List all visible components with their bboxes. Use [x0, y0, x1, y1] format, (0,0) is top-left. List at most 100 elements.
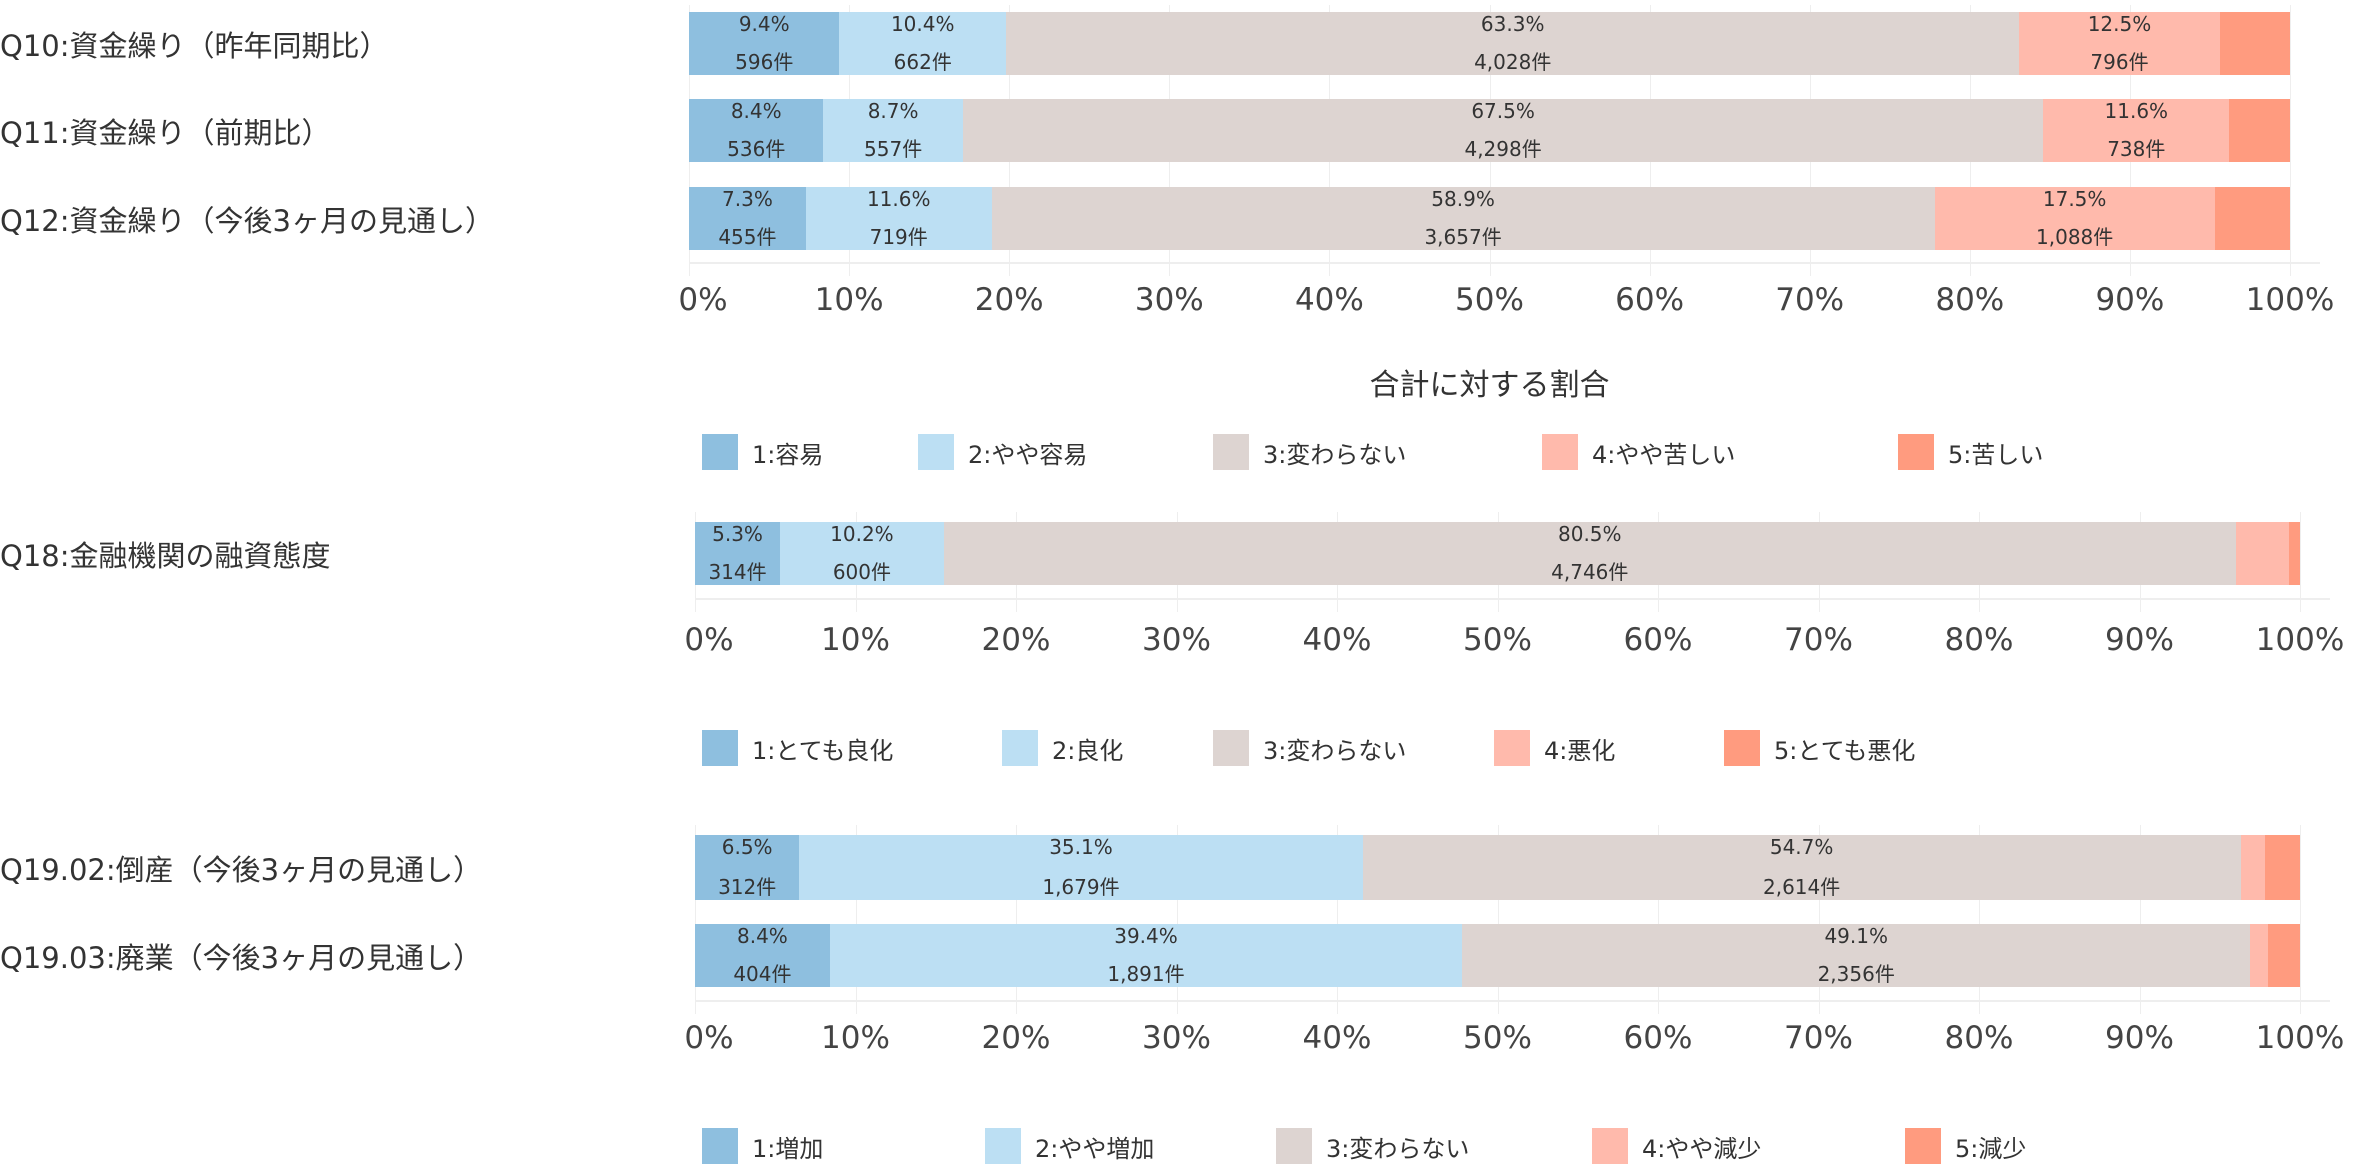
x-tick-label: 0%	[684, 622, 734, 658]
gridline	[1497, 825, 1499, 1014]
bar-count-label: 600件	[832, 560, 891, 584]
bar-segment: 49.1% 2,356件	[1462, 924, 2251, 987]
x-tick-label: 50%	[1463, 622, 1532, 658]
x-tick-label: 80%	[1944, 1020, 2014, 1056]
legend-swatch	[702, 1128, 738, 1164]
x-tick-label: 10%	[821, 1020, 890, 1056]
legend-label: 5:とても悪化	[1774, 736, 1916, 765]
bar-percent-label: 8.7%	[867, 99, 919, 123]
legend-label: 4:やや苦しい	[1592, 440, 1736, 469]
bar-segment	[2235, 522, 2289, 585]
bar-segment: 10.2% 600件	[780, 522, 944, 585]
x-axis-line	[689, 262, 2320, 264]
bar-count-label: 719件	[869, 225, 928, 249]
bar-percent-label: 11.6%	[866, 187, 931, 211]
bar-percent-label: 17.5%	[2042, 187, 2107, 211]
bar-count-label: 1,088件	[2036, 225, 2114, 249]
bar-percent-label: 8.4%	[737, 924, 788, 948]
bar-segment	[2288, 522, 2300, 585]
bar-segment: 54.7% 2,614件	[1362, 835, 2241, 900]
legend-swatch	[1494, 730, 1530, 766]
legend-label: 5:減少	[1955, 1134, 2027, 1163]
legend-item: 1:とても良化	[702, 730, 893, 766]
legend-item: 2:良化	[1002, 730, 1123, 766]
legend-item: 5:苦しい	[1898, 434, 2043, 470]
bar-count-label: 4,028件	[1474, 50, 1552, 74]
x-tick-label: 90%	[2105, 622, 2174, 658]
x-tick-label: 70%	[1784, 1020, 1853, 1056]
gridline	[2300, 825, 2301, 1014]
legend-item: 5:減少	[1905, 1128, 2026, 1164]
bar-count-label: 536件	[727, 137, 786, 161]
legend-item: 5:とても悪化	[1724, 730, 1915, 766]
x-axis-title: 合計に対する割合	[1369, 368, 1610, 403]
bar-percent-label: 6.5%	[721, 835, 773, 859]
legend-item: 3:変わらない	[1213, 434, 1406, 470]
legend-swatch	[985, 1128, 1021, 1164]
legend-swatch	[1724, 730, 1760, 766]
bar-segment	[2267, 924, 2300, 987]
bar-percent-label: 12.5%	[2087, 12, 2152, 36]
bar-percent-label: 10.4%	[890, 12, 955, 36]
gridline	[2300, 512, 2301, 612]
bar-percent-label: 8.4%	[730, 99, 782, 123]
bar-segment: 58.9% 3,657件	[991, 187, 1935, 250]
legend-item: 1:容易	[702, 434, 823, 470]
bar-count-label: 1,891件	[1107, 962, 1185, 986]
gridline	[2290, 5, 2291, 276]
bar-segment	[2250, 924, 2268, 987]
legend-label: 2:やや増加	[1035, 1134, 1155, 1163]
x-tick-label: 90%	[2095, 282, 2165, 318]
x-tick-label: 80%	[1944, 622, 2014, 658]
row-label: Q11:資金繰り（前期比）	[0, 115, 331, 150]
x-tick-label: 50%	[1463, 1020, 1532, 1056]
gridline	[1016, 825, 1017, 1014]
bar-count-label: 662件	[893, 50, 952, 74]
x-tick-label: 20%	[974, 282, 1044, 318]
bar-count-label: 312件	[718, 875, 777, 899]
bar-count-label: 596件	[735, 50, 794, 74]
legend-item: 2:やや容易	[918, 434, 1087, 470]
legend-item: 2:やや増加	[985, 1128, 1154, 1164]
row-label: Q19.03:廃業（今後3ヶ月の見通し）	[0, 940, 483, 975]
legend-item: 3:変わらない	[1213, 730, 1406, 766]
bar-percent-label: 39.4%	[1114, 924, 1178, 948]
bar-percent-label: 80.5%	[1558, 522, 1622, 546]
bar-segment: 8.7% 557件	[823, 99, 963, 162]
bar-segment: 10.4% 662件	[839, 12, 1006, 75]
bar-percent-label: 11.6%	[2104, 99, 2169, 123]
x-tick-label: 60%	[1615, 282, 1685, 318]
bar-segment	[2264, 835, 2300, 900]
x-tick-label: 40%	[1302, 622, 1372, 658]
gridline	[1979, 825, 1980, 1014]
bar-segment: 63.3% 4,028件	[1005, 12, 2020, 75]
x-axis-line	[695, 598, 2330, 600]
legend-swatch	[1002, 730, 1038, 766]
legend-item: 3:変わらない	[1276, 1128, 1469, 1164]
bar-segment: 5.3% 314件	[695, 522, 781, 585]
x-tick-label: 100%	[2255, 1020, 2345, 1056]
bar-segment	[2214, 187, 2290, 250]
row-label: Q19.02:倒産（今後3ヶ月の見通し）	[0, 852, 483, 887]
bar-percent-label: 58.9%	[1431, 187, 1495, 211]
legend-swatch	[1213, 434, 1249, 470]
x-tick-label: 80%	[1935, 282, 2005, 318]
bar-segment: 39.4% 1,891件	[829, 924, 1463, 987]
bar-count-label: 796件	[2090, 50, 2149, 74]
legend-label: 1:増加	[752, 1134, 824, 1163]
x-tick-label: 100%	[2245, 282, 2335, 318]
legend-item: 4:やや減少	[1592, 1128, 1761, 1164]
bar-percent-label: 5.3%	[712, 522, 763, 546]
legend-label: 2:良化	[1052, 736, 1124, 765]
legend-swatch	[1276, 1128, 1312, 1164]
gridline	[1337, 825, 1338, 1014]
bar-segment: 8.4% 404件	[695, 924, 830, 987]
legend-swatch	[1213, 730, 1249, 766]
bar-count-label: 4,746件	[1551, 560, 1629, 584]
x-tick-label: 20%	[981, 1020, 1051, 1056]
bar-count-label: 314件	[708, 560, 767, 584]
gridline	[855, 825, 857, 1014]
bar-segment: 35.1% 1,679件	[799, 835, 1363, 900]
x-tick-label: 0%	[684, 1020, 734, 1056]
legend-swatch	[1592, 1128, 1628, 1164]
